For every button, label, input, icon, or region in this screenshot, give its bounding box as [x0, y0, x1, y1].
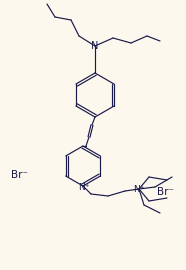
Text: Br⁻: Br⁻ — [12, 170, 28, 180]
Text: N: N — [91, 41, 99, 51]
Text: N⁺: N⁺ — [133, 184, 145, 194]
Text: Br⁻: Br⁻ — [158, 187, 174, 197]
Text: N⁺: N⁺ — [78, 183, 90, 191]
